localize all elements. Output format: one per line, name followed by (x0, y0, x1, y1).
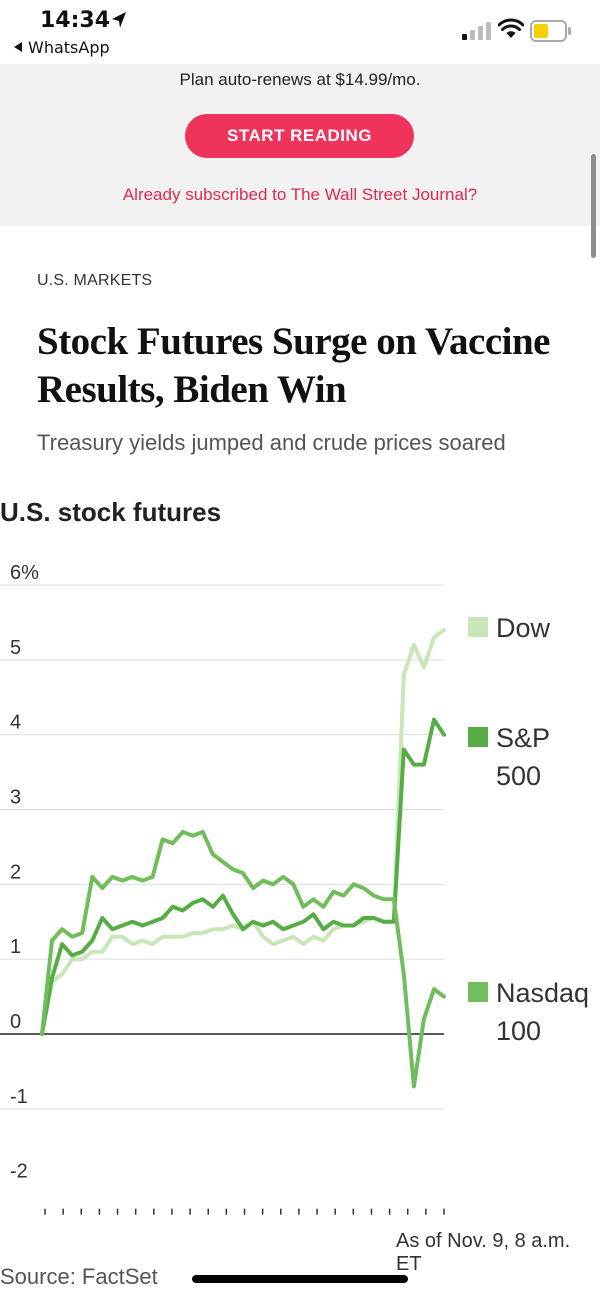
legend-label: 500 (496, 761, 541, 791)
series-line-nasdaq-100 (40, 829, 446, 1089)
chart-title: U.S. stock futures (0, 497, 222, 527)
legend-swatch (468, 982, 488, 1002)
legend-label: Nasdaq (496, 978, 589, 1008)
y-tick-label: 5 (10, 637, 21, 659)
clock-time: 14:34 (40, 8, 111, 33)
y-tick-label: 2 (10, 861, 21, 883)
article-headline: Stock Futures Surge on Vaccine Results, … (37, 320, 551, 411)
legend-label: Dow (496, 613, 551, 643)
start-reading-button[interactable]: START READING (185, 114, 414, 158)
cellular-signal-icon (462, 22, 491, 40)
home-indicator[interactable] (192, 1275, 408, 1283)
y-tick-label: 4 (10, 712, 21, 734)
back-to-whatsapp-link[interactable]: WhatsApp (14, 38, 110, 57)
legend-label: S&P (496, 723, 550, 753)
legend-swatch (468, 617, 488, 637)
series-line-dow (40, 627, 446, 1036)
y-tick-label: 6% (10, 562, 39, 584)
back-label: WhatsApp (28, 38, 110, 57)
article-kicker[interactable]: U.S. MARKETS (37, 272, 153, 289)
already-subscribed-link[interactable]: Already subscribed to The Wall Street Jo… (122, 185, 478, 204)
back-caret-icon (14, 42, 22, 52)
chart-source: Source: FactSet (0, 1264, 158, 1289)
y-tick-label: 3 (10, 787, 21, 809)
article-dek: Treasury yields jumped and crude prices … (37, 430, 506, 455)
subscribe-banner: Plan auto-renews at $14.99/mo. START REA… (0, 64, 600, 226)
battery-icon (530, 20, 571, 42)
status-bar: 14:34 WhatsApp (0, 0, 600, 64)
chart-annotation: As of Nov. 9, 8 a.m. ET (396, 1230, 571, 1275)
scroll-indicator[interactable] (591, 154, 596, 258)
wifi-icon (498, 18, 524, 38)
y-tick-label: -1 (10, 1086, 28, 1108)
legend-label: 100 (496, 1016, 541, 1046)
y-tick-label: 1 (10, 936, 21, 958)
location-arrow-icon (112, 12, 126, 28)
series-line-s-p-500 (40, 717, 446, 1036)
legend-swatch (468, 727, 488, 747)
plan-text: Plan auto-renews at $14.99/mo. (179, 70, 421, 89)
y-tick-label: 0 (10, 1011, 21, 1033)
y-tick-label: -2 (10, 1161, 28, 1183)
